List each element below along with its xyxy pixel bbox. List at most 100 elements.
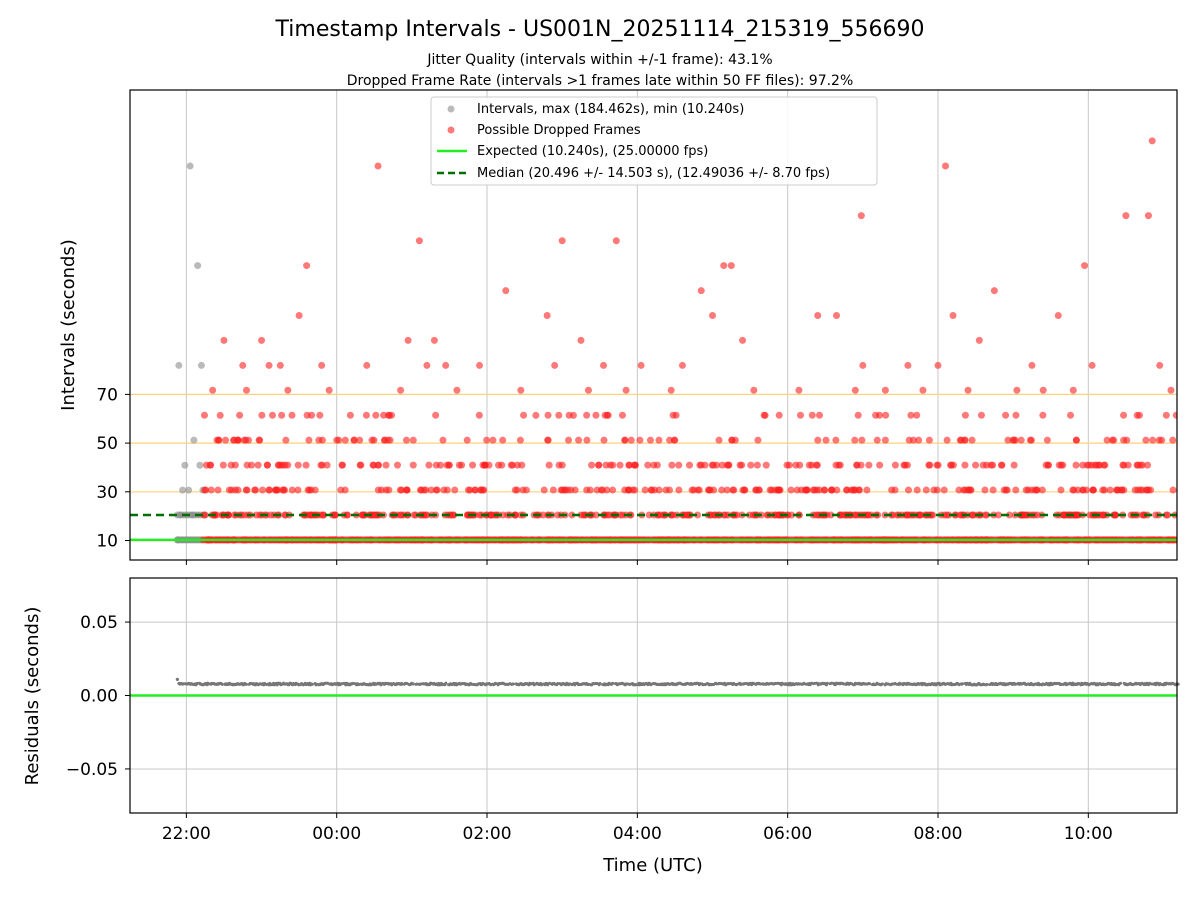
dropped-point	[271, 486, 279, 494]
dropped-point	[775, 486, 783, 494]
interval-point	[179, 486, 187, 494]
dropped-point	[903, 511, 911, 519]
dropped-point	[814, 312, 822, 320]
dropped-point	[1120, 411, 1128, 419]
dropped-point	[668, 461, 676, 469]
chart-title: Timestamp Intervals - US001N_20251114_21…	[275, 17, 925, 42]
dropped-point	[858, 436, 866, 444]
dropped-point	[1095, 461, 1103, 469]
residual-point	[220, 682, 224, 686]
residual-point	[825, 681, 829, 685]
legend-label-expected: Expected (10.240s), (25.00000 fps)	[477, 144, 708, 159]
dropped-point	[254, 461, 262, 469]
dropped-point	[881, 436, 889, 444]
dropped-point	[1123, 436, 1131, 444]
dropped-point	[1108, 436, 1116, 444]
dropped-point	[653, 461, 661, 469]
dropped-point	[1017, 436, 1025, 444]
intervals-y-axis-label: Intervals (seconds)	[58, 239, 79, 411]
interval-point	[196, 461, 204, 469]
dropped-point	[1143, 486, 1151, 494]
dropped-point	[592, 411, 600, 419]
dropped-point	[318, 361, 326, 369]
dropped-point	[288, 486, 296, 494]
dropped-point	[675, 486, 683, 494]
dropped-point	[618, 411, 626, 419]
dropped-point	[1133, 411, 1141, 419]
dropped-point	[655, 436, 663, 444]
dropped-point	[243, 461, 251, 469]
dropped-point	[1142, 436, 1150, 444]
dropped-point	[409, 461, 417, 469]
dropped-point	[404, 336, 412, 344]
dropped-point	[396, 486, 404, 494]
dropped-point	[423, 361, 431, 369]
dropped-point	[558, 461, 566, 469]
dropped-point	[333, 436, 341, 444]
dropped-point	[1079, 486, 1087, 494]
dropped-point	[396, 511, 404, 519]
dropped-point	[1167, 386, 1175, 394]
dropped-point	[209, 386, 217, 394]
dropped-point	[627, 436, 635, 444]
dropped-point	[925, 436, 933, 444]
dropped-point	[1088, 361, 1096, 369]
dropped-point	[311, 486, 319, 494]
dropped-point	[975, 336, 983, 344]
dropped-point	[688, 486, 696, 494]
dropped-point	[220, 336, 228, 344]
dropped-point	[609, 486, 617, 494]
dropped-point	[862, 511, 870, 519]
dropped-point	[854, 411, 862, 419]
dropped-point	[1169, 486, 1177, 494]
dropped-point	[1133, 461, 1141, 469]
dropped-point	[814, 436, 822, 444]
dropped-point	[280, 486, 288, 494]
dropped-point	[625, 461, 633, 469]
dropped-point	[876, 461, 884, 469]
dropped-point	[343, 511, 351, 519]
dropped-point	[603, 486, 611, 494]
dropped-point	[728, 436, 736, 444]
dropped-point	[583, 411, 591, 419]
dropped-point	[499, 436, 507, 444]
dropped-point	[432, 411, 440, 419]
dropped-point	[551, 361, 559, 369]
dropped-point	[202, 486, 210, 494]
dropped-point	[1148, 137, 1156, 145]
dropped-point	[637, 361, 645, 369]
dropped-point	[964, 386, 972, 394]
dropped-point	[206, 461, 214, 469]
dropped-point	[1158, 436, 1166, 444]
interval-point	[197, 361, 205, 369]
residual-point	[961, 682, 965, 686]
dropped-point	[836, 461, 844, 469]
dropped-point	[374, 486, 382, 494]
x-tick-label: 06:00	[763, 824, 812, 844]
dropped-point	[239, 361, 247, 369]
dropped-point	[471, 486, 479, 494]
dropped-point	[600, 436, 608, 444]
residual-point	[175, 677, 179, 681]
dropped-point	[832, 436, 840, 444]
dropped-point	[850, 486, 858, 494]
dropped-point	[476, 361, 484, 369]
interval-point	[185, 486, 193, 494]
dropped-point	[303, 262, 311, 270]
dropped-point	[919, 386, 927, 394]
dropped-point	[621, 486, 629, 494]
dropped-point	[320, 511, 328, 519]
y-tick-label: 30	[96, 483, 118, 503]
dropped-point	[863, 486, 871, 494]
dropped-point	[636, 436, 644, 444]
chart-subtitle-dropped: Dropped Frame Rate (intervals >1 frames …	[347, 73, 854, 89]
dropped-point	[601, 411, 609, 419]
dropped-point	[715, 436, 723, 444]
dropped-point	[216, 411, 224, 419]
dropped-point	[857, 212, 865, 220]
dropped-point	[479, 486, 487, 494]
dropped-point	[1010, 461, 1018, 469]
dropped-point	[281, 511, 289, 519]
dropped-point	[481, 461, 489, 469]
y-tick-label: 70	[96, 385, 118, 405]
